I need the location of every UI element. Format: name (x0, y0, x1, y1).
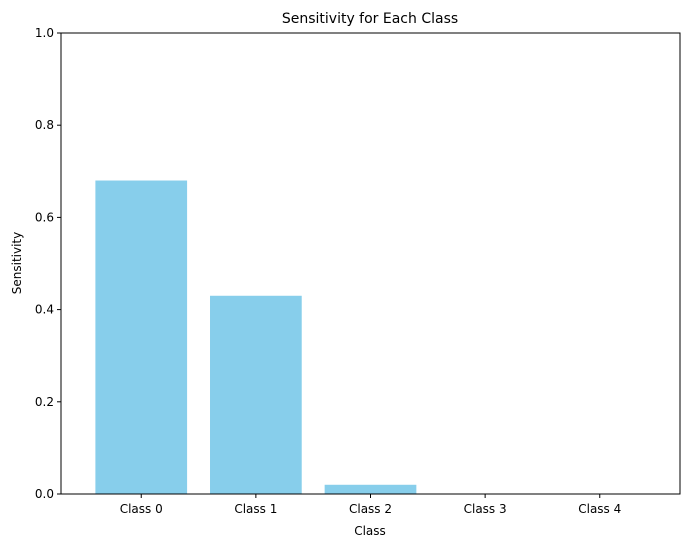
y-tick-label: 0.6 (35, 210, 54, 224)
y-tick-label: 0.4 (35, 303, 54, 317)
y-axis-label: Sensitivity (10, 232, 24, 294)
x-tick-label: Class 1 (234, 502, 277, 516)
chart-title: Sensitivity for Each Class (282, 11, 458, 27)
plot-frame (60, 32, 681, 495)
x-tick-label: Class 2 (349, 502, 392, 516)
plot-area: 0.0 0.2 0.4 0.6 0.8 1.0 Class 0 Class 1 Class 2 C… (35, 26, 621, 516)
y-tick-label: 0.8 (35, 118, 54, 132)
x-tick-label: Class 4 (578, 502, 621, 516)
bar-2 (324, 484, 417, 494)
x-tick-label: Class 0 (120, 502, 163, 516)
y-tick-label: 0.0 (35, 487, 54, 501)
x-tick-label: Class 3 (464, 502, 507, 516)
bar-1 (210, 295, 302, 494)
y-tick-label: 1.0 (35, 26, 54, 40)
x-axis-label: Class (354, 524, 386, 538)
bar-0 (95, 180, 188, 494)
y-tick-label: 0.2 (35, 395, 54, 409)
